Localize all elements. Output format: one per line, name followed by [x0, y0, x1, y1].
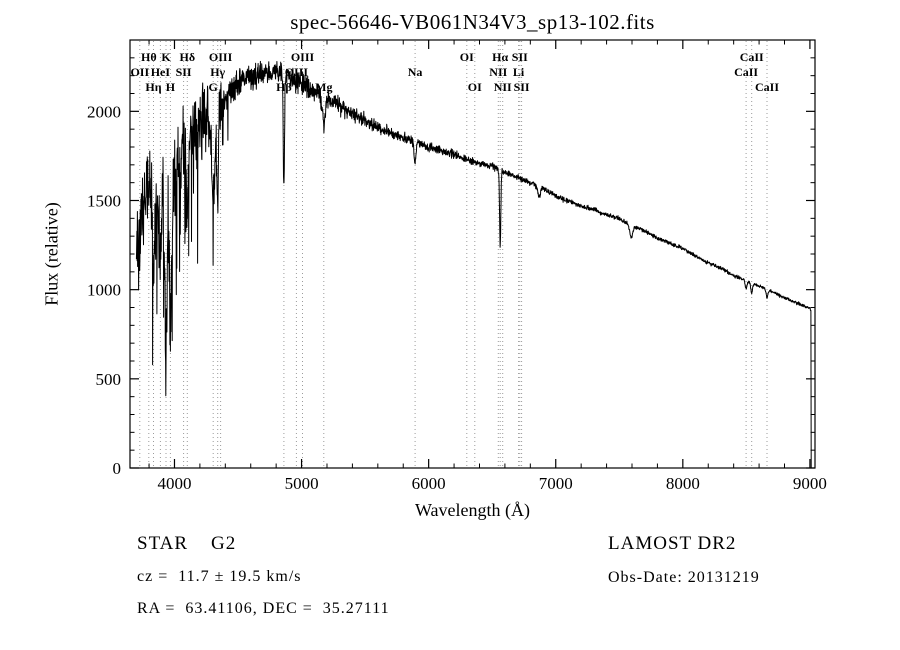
x-tick-label: 5000	[285, 474, 319, 493]
spectral-line-label: OIII	[209, 50, 233, 64]
spectral-line-label: K	[161, 50, 171, 64]
spectral-line-label: OI	[460, 50, 474, 64]
spectral-line-label: Hδ	[180, 50, 196, 64]
y-tick-label: 500	[96, 370, 122, 389]
x-tick-label: 6000	[412, 474, 446, 493]
spectral-line-label: Na	[408, 65, 423, 79]
spectral-line-label: CaII	[740, 50, 764, 64]
spectral-line-label: CaII	[734, 65, 758, 79]
ra-dec-text: RA = 63.41106, DEC = 35.27111	[137, 600, 390, 617]
spectral-line-label: NII	[494, 80, 512, 94]
survey-text: LAMOST DR2	[608, 533, 737, 554]
spectral-line-label: OIII	[291, 50, 315, 64]
spectral-line-label: Hβ	[276, 80, 292, 94]
spectral-line-label: OI	[468, 80, 482, 94]
spectral-line-label: SII	[176, 65, 192, 79]
plot-frame	[129, 39, 816, 469]
x-tick-label: 7000	[539, 474, 573, 493]
spectral-line-label: CaII	[755, 80, 779, 94]
spectral-line-label: Hα	[492, 50, 508, 64]
x-tick-label: 9000	[793, 474, 827, 493]
x-tick-label: 8000	[666, 474, 700, 493]
spectrum-trace	[135, 60, 812, 469]
spectral-line-label: SII	[512, 50, 528, 64]
spectral-line-label: SII	[514, 80, 530, 94]
obs-date-text: Obs-Date: 20131219	[608, 569, 760, 586]
spectral-line-label: HeI	[151, 65, 171, 79]
y-tick-label: 1000	[87, 281, 121, 300]
spectral-line-label: Hη	[145, 80, 161, 94]
classification-text: STAR G2	[137, 533, 237, 554]
spectral-line-label: Hθ	[141, 50, 157, 64]
spectral-line-label: Hγ	[210, 65, 225, 79]
spectral-line-label: H	[166, 80, 176, 94]
spectral-line-label: NII	[489, 65, 507, 79]
y-tick-label: 0	[113, 459, 122, 478]
spectral-line-label: Li	[513, 65, 525, 79]
cz-text: cz = 11.7 ± 19.5 km/s	[137, 568, 302, 585]
y-tick-label: 2000	[87, 102, 121, 121]
y-tick-label: 1500	[87, 192, 121, 211]
spectral-line-label: OII	[130, 65, 149, 79]
x-tick-label: 4000	[157, 474, 191, 493]
spectral-line-label: G	[209, 80, 218, 94]
x-axis-label: Wavelength (Å)	[414, 500, 530, 520]
plot-title: spec-56646-VB061N34V3_sp13-102.fits	[290, 10, 655, 34]
